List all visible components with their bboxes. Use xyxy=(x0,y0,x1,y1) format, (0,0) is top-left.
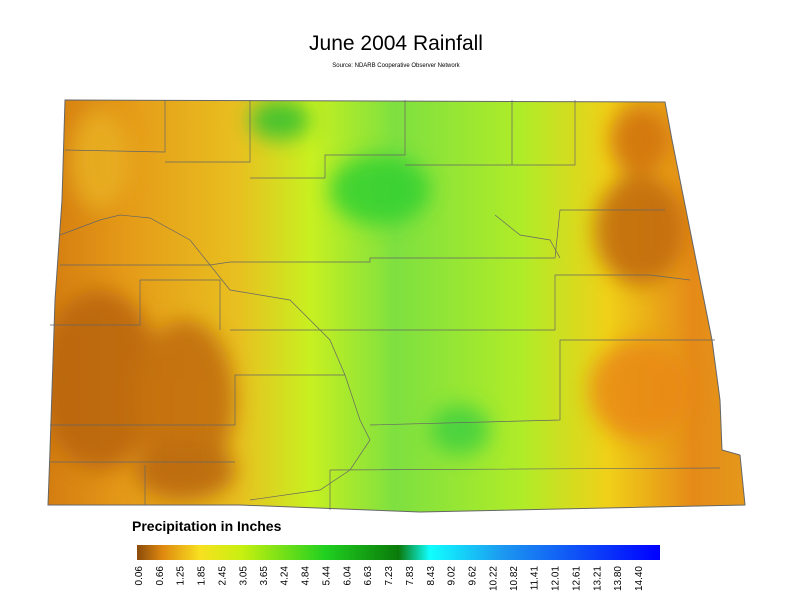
legend-tick-label: 4.24 xyxy=(280,566,291,586)
map-source: Source: NDARB Cooperative Observer Netwo… xyxy=(332,63,460,69)
legend-tick-label: 8.43 xyxy=(426,566,437,586)
legend-tick-label: 5.44 xyxy=(322,566,333,586)
legend-tick-label: 11.41 xyxy=(530,566,541,591)
legend-tick-label: 0.66 xyxy=(155,566,166,586)
legend-tick-label: 12.61 xyxy=(572,566,583,591)
legend-tick-label: 1.25 xyxy=(175,566,186,586)
legend-tick-label: 10.82 xyxy=(509,566,520,591)
legend-tick-label: 9.62 xyxy=(467,566,478,586)
map-title: June 2004 Rainfall xyxy=(309,32,483,55)
legend-tick-label: 6.04 xyxy=(343,566,354,586)
legend-tick-label: 6.63 xyxy=(363,566,374,586)
legend-title: Precipitation in Inches xyxy=(132,518,282,534)
legend-tick-label: 12.01 xyxy=(551,566,562,591)
legend-tick-label: 10.22 xyxy=(488,566,499,591)
legend-tick-label: 0.06 xyxy=(134,566,145,586)
legend-tick-label: 13.21 xyxy=(593,566,604,591)
legend-tick-label: 14.40 xyxy=(634,566,645,591)
legend-tick-label: 1.85 xyxy=(196,566,207,586)
legend-tick-label: 13.80 xyxy=(613,566,624,591)
legend-tick-label: 7.23 xyxy=(384,566,395,586)
rainfall-surface xyxy=(48,100,745,512)
county-lines xyxy=(50,100,721,510)
legend-tick-label: 2.45 xyxy=(217,566,228,586)
legend-tick-label: 4.84 xyxy=(301,566,312,586)
legend-tick-label: 7.83 xyxy=(405,566,416,586)
legend-tick-label: 3.65 xyxy=(259,566,270,586)
color-scale xyxy=(137,545,660,560)
legend-ticks: 0.06 0.66 1.25 1.85 2.45 3.05 3.65 4.24 4.84 5.44… xyxy=(134,566,645,591)
legend-tick-label: 3.05 xyxy=(238,566,249,586)
legend-tick-label: 9.02 xyxy=(446,566,457,586)
